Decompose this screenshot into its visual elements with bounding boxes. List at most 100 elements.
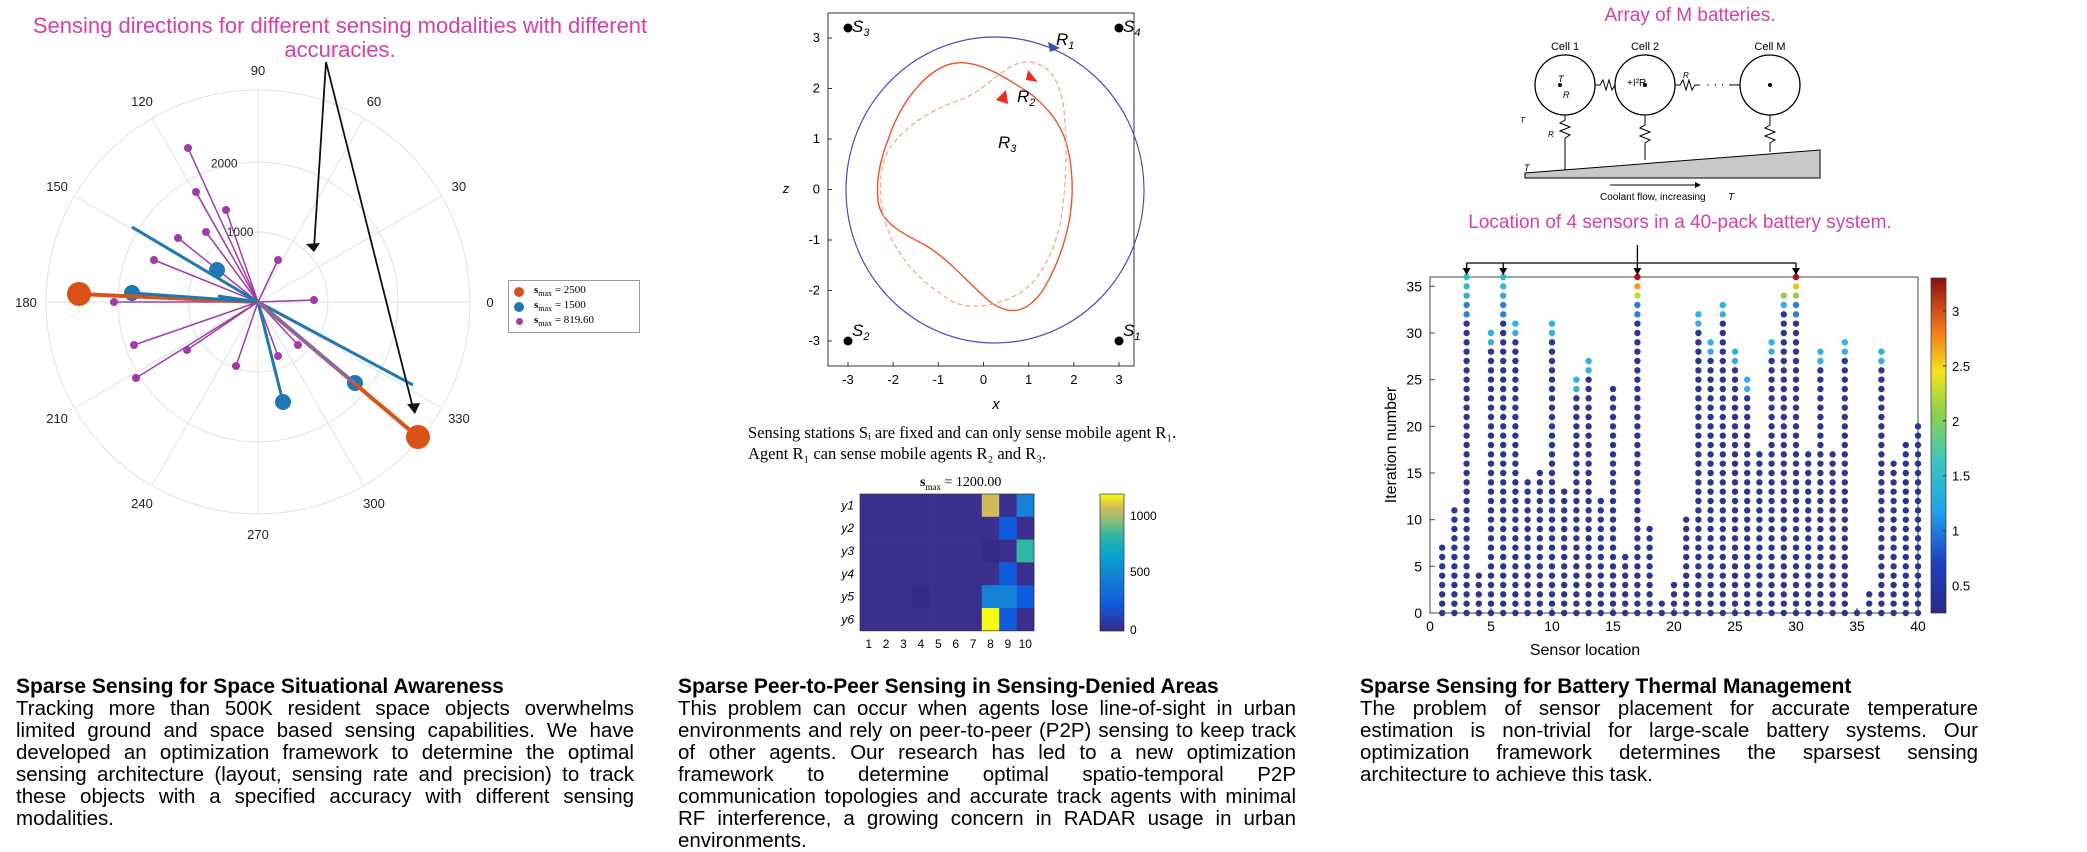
battery-point: [1719, 591, 1726, 598]
battery-point: [1780, 451, 1787, 458]
battery-point: [1792, 535, 1800, 542]
battery-point: [1585, 441, 1592, 449]
heatmap-plot: y1 y2 y3 y4 y5 y6 1 2 3 4 5 6 7 8 9 10 1000 500 0: [840, 493, 1157, 651]
battery-point: [1695, 563, 1702, 570]
battery-point: [1805, 544, 1812, 551]
battery-point: [1768, 609, 1775, 617]
battery-point: [1890, 525, 1897, 533]
battery-point: [1878, 451, 1885, 458]
battery-point: [1792, 544, 1800, 551]
battery-point: [1512, 339, 1519, 346]
battery-point: [1475, 609, 1482, 617]
battery-point: [1487, 329, 1495, 337]
battery-point: [1695, 339, 1702, 346]
battery-point: [1719, 376, 1726, 383]
battery-point: [1780, 357, 1787, 365]
heatmap-cell: [877, 539, 896, 563]
series-819-point: [150, 256, 158, 264]
svg-text:T: T: [1558, 74, 1565, 84]
battery-point: [1695, 535, 1702, 542]
battery-point: [1780, 423, 1787, 430]
battery-point: [1634, 329, 1641, 337]
battery-point: [1731, 348, 1739, 355]
battery-xtick-label: 10: [1544, 618, 1560, 634]
battery-point: [1500, 600, 1507, 607]
battery-point: [1487, 395, 1495, 402]
battery-point: [1512, 348, 1519, 355]
heatmap-cell: [964, 585, 983, 609]
battery-point: [1500, 563, 1507, 570]
series-819-point: [184, 144, 192, 152]
battery-point: [1841, 451, 1848, 458]
battery-point: [1634, 441, 1641, 449]
battery-point: [1756, 525, 1763, 533]
heatmap-cell: [877, 516, 896, 540]
battery-point: [1512, 395, 1519, 402]
battery-point: [1695, 385, 1702, 393]
battery-point: [1451, 544, 1458, 551]
heatmap-cell: [947, 516, 965, 540]
battery-point: [1780, 516, 1787, 523]
battery-point: [1829, 563, 1836, 570]
series-819-point: [274, 352, 282, 360]
battery-point: [1463, 301, 1470, 309]
battery-point: [1780, 479, 1787, 486]
battery-point: [1707, 572, 1714, 579]
battery-point: [1780, 591, 1787, 598]
p2p-xtick-label: 0: [980, 372, 987, 387]
battery-point: [1744, 395, 1751, 402]
svg-text:T: T: [1524, 163, 1531, 173]
battery-point: [1695, 516, 1702, 523]
battery-point: [1707, 348, 1714, 355]
battery-point: [1878, 507, 1885, 514]
polar-annotation: Sensing directions for different sensing…: [32, 13, 648, 62]
battery-point: [1756, 507, 1763, 514]
heatmap-cell: [894, 608, 913, 632]
battery-point: [1817, 544, 1824, 551]
battery-point: [1780, 581, 1787, 589]
battery-point: [1902, 441, 1909, 449]
battery-point: [1878, 563, 1885, 570]
battery-point: [1914, 441, 1922, 449]
battery-point: [1536, 497, 1543, 505]
battery-point: [1634, 609, 1641, 617]
battery-point: [1829, 609, 1836, 617]
battery-point: [1573, 376, 1580, 383]
battery-point: [1902, 544, 1909, 551]
battery-point: [1744, 581, 1751, 589]
heatmap-cell: [912, 562, 930, 586]
battery-point: [1829, 535, 1836, 542]
battery-point: [1573, 441, 1580, 449]
battery-point: [1451, 553, 1458, 561]
battery-point: [1878, 376, 1885, 383]
battery-point: [1451, 507, 1458, 514]
heatmap-cell: [894, 585, 913, 609]
battery-point: [1890, 600, 1897, 607]
battery-point: [1805, 469, 1812, 477]
battery-point: [1634, 516, 1641, 523]
battery-point: [1609, 432, 1617, 439]
battery-colorbar-label: 1.5: [1952, 469, 1970, 484]
battery-point: [1439, 609, 1446, 617]
battery-point: [1731, 385, 1739, 393]
battery-point: [1792, 591, 1800, 598]
battery-point: [1463, 423, 1470, 430]
battery-point: [1634, 404, 1641, 411]
battery-point: [1597, 591, 1604, 598]
heatmap-cell: [894, 494, 913, 518]
svg-text:· · · · ·: · · · · ·: [1706, 77, 1739, 91]
battery-point: [1585, 591, 1592, 598]
battery-point: [1500, 395, 1507, 402]
battery-point: [1768, 451, 1775, 458]
battery-point: [1634, 469, 1641, 477]
battery-point: [1817, 572, 1824, 579]
battery-ytick-label: 20: [1406, 418, 1422, 434]
battery-point: [1780, 348, 1787, 355]
battery-point: [1634, 432, 1641, 439]
battery-point: [1585, 516, 1592, 523]
battery-point: [1817, 488, 1824, 495]
battery-point: [1780, 329, 1787, 337]
battery-point: [1841, 563, 1848, 570]
battery-point: [1744, 609, 1751, 617]
battery-point: [1500, 320, 1507, 327]
